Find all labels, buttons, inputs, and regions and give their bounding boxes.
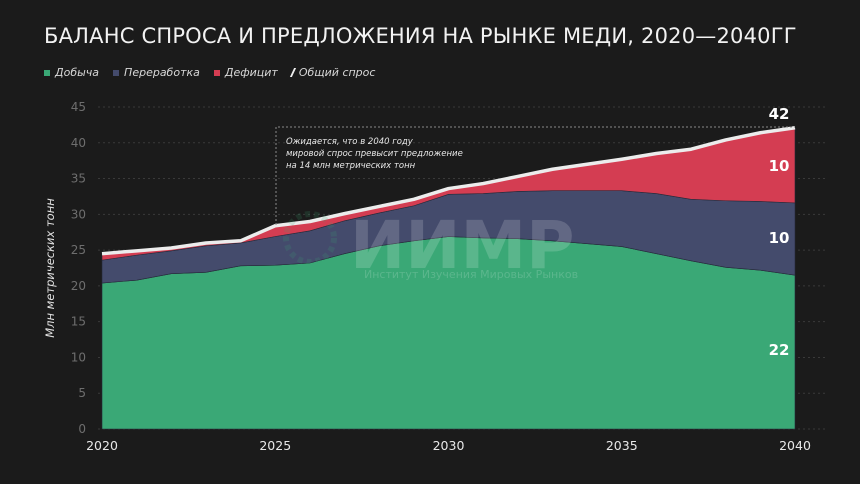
y-tick-label: 40 xyxy=(71,136,86,150)
legend-item-mining: Добыча xyxy=(44,66,99,79)
y-tick-label: 5 xyxy=(78,386,86,400)
watermark-subtitle: Институт Изучения Мировых Рынков xyxy=(364,268,578,281)
y-tick-label: 20 xyxy=(71,279,86,293)
y-tick-label: 30 xyxy=(71,207,86,221)
y-tick-label: 15 xyxy=(71,315,86,329)
end-label-total: 42 xyxy=(769,105,790,123)
end-label-mining: 22 xyxy=(769,341,790,359)
legend-swatch xyxy=(213,69,220,76)
y-tick-label: 25 xyxy=(71,243,86,257)
annotation-bracket xyxy=(275,126,795,225)
legend-label: Переработка xyxy=(124,66,200,79)
annotation-line: мировой спрос превысит предложение xyxy=(286,149,463,159)
annotation-line: на 14 млн метрических тонн xyxy=(286,161,416,171)
y-tick-label: 10 xyxy=(71,350,86,364)
legend: Добыча Переработка Дефицит Общий спрос xyxy=(44,66,375,79)
x-tick-label: 2040 xyxy=(779,438,811,453)
legend-swatch xyxy=(44,69,50,76)
watermark: ИИМР Институт Изучения Мировых Рынков xyxy=(283,207,578,284)
legend-label: Общий спрос xyxy=(298,66,376,79)
annotation: Ожидается, что в 2040 году мировой спрос… xyxy=(275,126,795,225)
annotation-line: Ожидается, что в 2040 году xyxy=(286,137,414,147)
x-tick-label: 2020 xyxy=(86,438,118,453)
legend-label: Добыча xyxy=(55,66,100,79)
legend-swatch xyxy=(113,69,120,76)
y-axis-label: Млн метрических тонн xyxy=(43,198,57,338)
end-label-processing: 10 xyxy=(769,229,790,247)
legend-item-processing: Переработка xyxy=(113,66,200,79)
legend-item-deficit: Дефицит xyxy=(213,66,278,79)
end-label-deficit: 10 xyxy=(769,157,790,175)
x-tick-label: 2035 xyxy=(606,438,638,453)
watermark-logo-icon xyxy=(283,211,337,265)
demand-line xyxy=(101,126,796,256)
legend-item-demand: Общий спрос xyxy=(289,66,376,79)
y-tick-label: 0 xyxy=(78,422,86,436)
chart-title: БАЛАНС СПРОСА И ПРЕДЛОЖЕНИЯ НА РЫНКЕ МЕД… xyxy=(44,24,797,48)
x-tick-label: 2030 xyxy=(433,438,465,453)
legend-label: Дефицит xyxy=(224,66,278,79)
x-tick-label: 2025 xyxy=(259,438,291,453)
y-tick-label: 45 xyxy=(71,100,86,114)
y-tick-label: 35 xyxy=(71,172,86,186)
watermark-logo: ИИМР xyxy=(350,207,575,284)
